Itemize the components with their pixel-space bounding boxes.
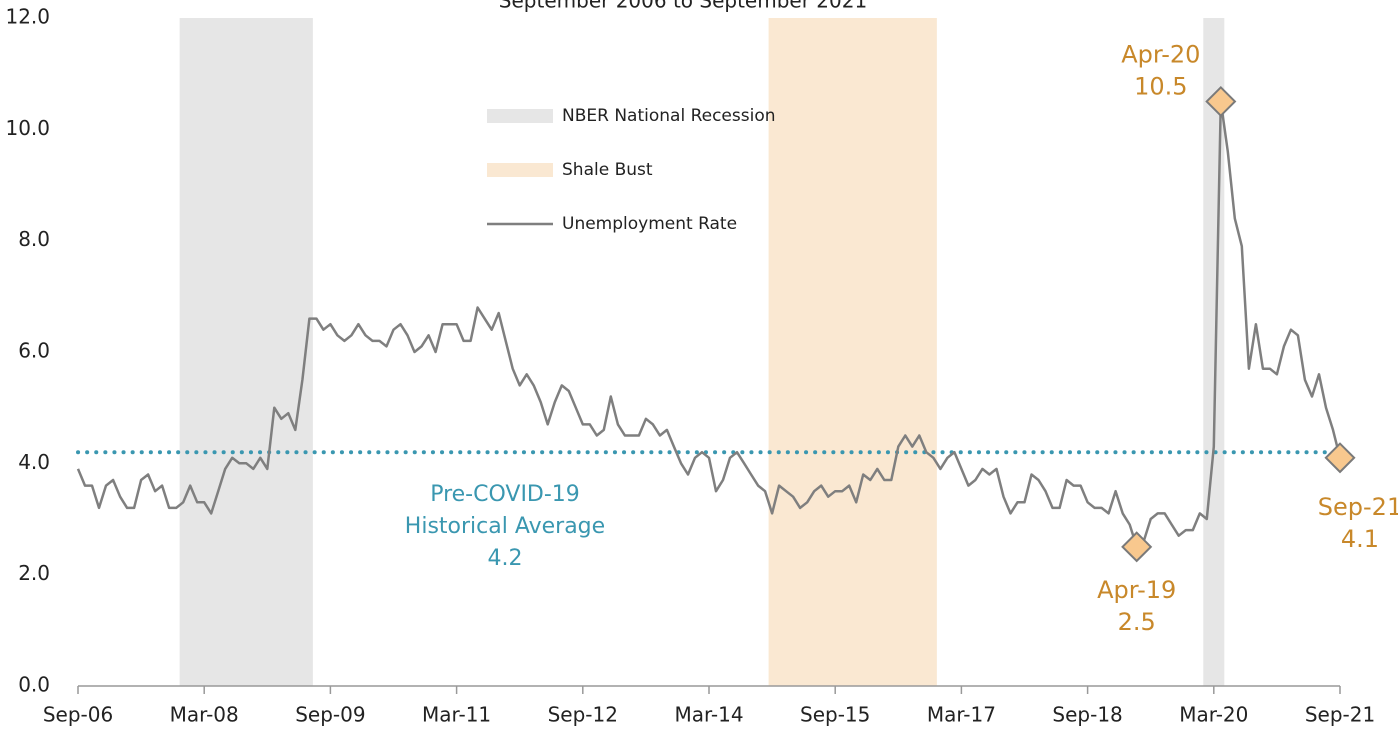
x-tick-label: Sep-09 [295,703,365,727]
average-label: Pre-COVID-19 [430,482,580,507]
average-label: Historical Average [405,514,605,539]
y-tick-label: 10.0 [5,116,50,140]
x-tick-label: Sep-15 [800,703,870,727]
y-tick-label: 0.0 [18,673,50,697]
legend-swatch [487,163,553,177]
annotation-value: 2.5 [1118,608,1156,636]
annotation-marker [1324,442,1356,474]
x-tick-label: Sep-18 [1052,703,1122,727]
annotation-marker [1205,85,1237,118]
y-tick-label: 4.0 [18,450,50,474]
chart-title: September 2006 to September 2021 [499,0,867,13]
x-tick-label: Mar-11 [422,703,491,727]
annotation-label: Sep-21 [1318,493,1398,521]
average-value: 4.2 [488,546,523,571]
annotation-label: Apr-19 [1097,576,1176,604]
annotation-value: 4.1 [1341,525,1379,553]
legend-swatch [487,109,553,123]
legend-label: Unemployment Rate [562,214,737,234]
band [768,18,937,686]
series-line [76,100,1342,549]
y-tick-label: 2.0 [18,561,50,585]
legend-label: NBER National Recession [562,106,776,126]
legend-label: Shale Bust [562,160,653,180]
x-tick-label: Sep-06 [43,703,113,727]
x-tick-label: Mar-14 [674,703,743,727]
y-tick-label: 8.0 [18,227,50,251]
band [179,18,313,686]
annotation-label: Apr-20 [1121,41,1200,69]
y-tick-label: 12.0 [5,5,50,29]
x-tick-label: Sep-21 [1305,703,1375,727]
y-tick-label: 6.0 [18,339,50,363]
x-tick-label: Mar-17 [927,703,996,727]
x-tick-label: Mar-08 [170,703,239,727]
x-tick-label: Mar-20 [1179,703,1248,727]
annotation-value: 10.5 [1134,73,1187,101]
x-tick-label: Sep-12 [548,703,618,727]
annotation-marker [1121,531,1153,563]
